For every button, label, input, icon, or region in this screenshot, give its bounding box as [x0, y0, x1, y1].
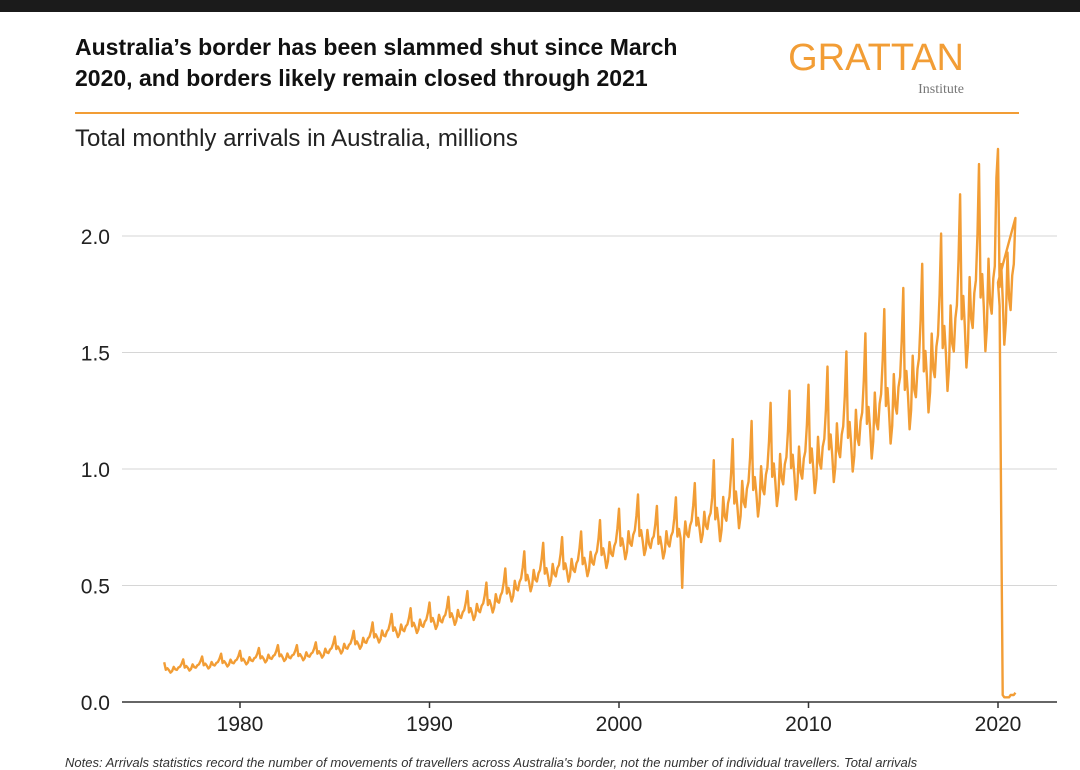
x-tick-label: 2000 [596, 713, 643, 736]
y-axis-ticks: 0.0 0.5 1.0 1.5 2.0 [81, 226, 110, 715]
header-rule [75, 112, 1019, 114]
grid-lines [122, 235, 1057, 586]
chart-notes: Notes: Arrivals statistics record the nu… [65, 755, 918, 770]
y-tick-label: 0.5 [81, 576, 110, 599]
chart-title-line1: Australia’s border has been slammed shut… [75, 34, 678, 60]
chart-title: Australia’s border has been slammed shut… [75, 32, 815, 94]
y-tick-label: 2.0 [81, 226, 110, 249]
top-strip [0, 0, 1080, 12]
y-tick-label: 0.0 [81, 692, 110, 715]
logo-word: GRATTAN [788, 37, 964, 79]
x-tick-label: 2010 [785, 713, 832, 736]
x-tick-label: 1980 [217, 713, 264, 736]
grattan-logo: GRATTAN Institute [788, 38, 1026, 110]
chart-title-line2: 2020, and borders likely remain closed t… [75, 65, 648, 91]
chart-card [0, 12, 1080, 765]
chart-subtitle: Total monthly arrivals in Australia, mil… [75, 125, 518, 152]
y-tick-label: 1.0 [81, 459, 110, 482]
y-tick-label: 1.5 [81, 343, 110, 366]
x-tick-label: 1990 [406, 713, 453, 736]
logo-sub: Institute [918, 82, 964, 97]
x-axis-ticks: 1980 1990 2000 2010 2020 [217, 702, 1022, 736]
series-line-arrivals [163, 147, 1017, 699]
x-tick-label: 2020 [975, 713, 1022, 736]
